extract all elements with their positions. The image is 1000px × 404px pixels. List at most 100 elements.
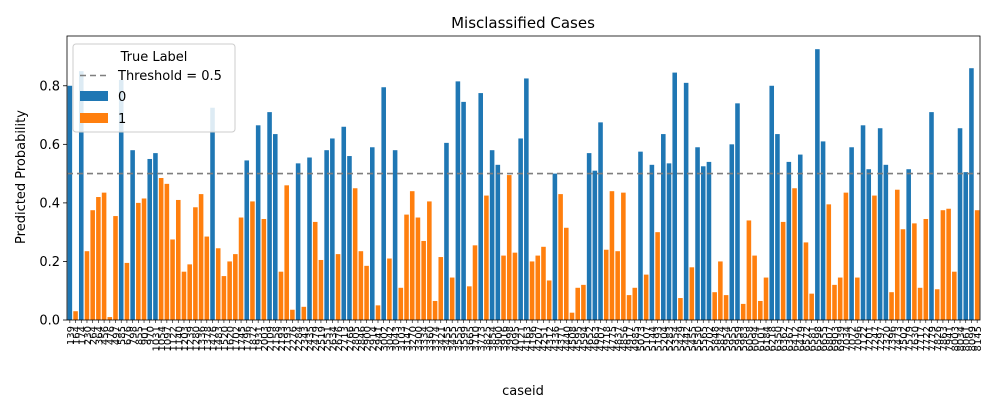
bar — [672, 72, 677, 320]
bar — [866, 169, 872, 320]
bar — [552, 173, 558, 320]
x-tick-label: 4251 — [539, 326, 550, 351]
bar — [729, 144, 735, 320]
x-tick-label: 5955 — [728, 326, 739, 351]
x-tick-label: 4985 — [631, 326, 642, 351]
bar — [107, 317, 113, 320]
y-tick-label: 0.8 — [39, 79, 60, 94]
bar — [381, 87, 386, 321]
bar — [746, 220, 752, 320]
bar — [215, 248, 221, 320]
bar — [193, 207, 198, 320]
bar — [273, 134, 278, 320]
legend-title: True Label — [120, 50, 188, 65]
bar — [934, 289, 940, 320]
x-tick-label: 174 — [77, 326, 88, 345]
x-tick-label: 6807 — [825, 326, 836, 351]
x-tick-label: 6598 — [813, 326, 824, 351]
bar — [364, 265, 369, 320]
x-tick-label: 364 — [94, 326, 105, 345]
x-tick-label: 4718 — [602, 326, 613, 351]
bar — [187, 264, 192, 320]
bar — [341, 126, 347, 320]
bar — [438, 257, 444, 320]
x-tick-label: 6655 — [819, 326, 830, 351]
bar — [244, 160, 250, 320]
x-tick-label: 1140 — [174, 326, 185, 351]
x-tick-label: 2766 — [345, 326, 356, 351]
bar — [467, 286, 472, 320]
bar — [689, 267, 695, 320]
bar — [529, 261, 535, 320]
x-tick-label: 3421 — [437, 326, 448, 351]
legend: True Label Threshold = 0.5 0 1 — [72, 43, 236, 133]
bar — [427, 201, 432, 320]
x-tick-label: 7826 — [933, 326, 944, 351]
x-tick-label: 6094 — [751, 326, 762, 351]
bar — [198, 194, 204, 320]
x-tick-label: 2900 — [363, 326, 374, 351]
bar — [124, 262, 130, 320]
x-tick-label: 676 — [123, 326, 134, 345]
x-tick-label: 1796 — [243, 326, 254, 351]
bar — [860, 125, 866, 320]
x-tick-label: 2713 — [340, 326, 351, 351]
x-tick-label: 8099 — [967, 326, 978, 351]
x-tick-label: 4775 — [608, 326, 619, 351]
bar — [872, 195, 877, 320]
bar — [912, 223, 917, 320]
x-tick-label: 2479 — [311, 326, 322, 351]
bar — [923, 218, 929, 320]
bar — [118, 79, 124, 320]
x-tick-label: 5954 — [722, 326, 733, 351]
x-tick-label: 1520 — [220, 326, 231, 351]
x-tick-label: 3599 — [460, 326, 471, 351]
x-tick-label: 7122 — [859, 326, 870, 351]
bar — [518, 138, 523, 320]
bar — [900, 229, 906, 320]
bar — [718, 261, 723, 320]
bar — [763, 277, 769, 320]
x-tick-label: 5354 — [671, 326, 682, 351]
bar — [780, 221, 786, 320]
bar — [472, 245, 478, 320]
bar — [495, 164, 501, 320]
x-tick-label: 7297 — [876, 326, 887, 351]
bar — [307, 157, 312, 320]
bar — [649, 164, 655, 320]
bar — [917, 287, 923, 320]
bar — [489, 150, 495, 320]
x-tick-label: 7502 — [899, 326, 910, 351]
bars-layer — [67, 49, 980, 321]
x-tick-label: 3042 — [385, 326, 396, 351]
bar — [312, 221, 318, 320]
bar — [113, 216, 118, 320]
x-tick-label: 2109 — [266, 326, 277, 351]
bar — [164, 183, 170, 320]
x-tick-label: 476 — [106, 326, 117, 345]
bar — [415, 217, 421, 320]
bar — [615, 251, 620, 320]
x-tick-label: 4707 — [597, 326, 608, 351]
bar — [421, 240, 426, 320]
bar — [957, 128, 963, 320]
plot-frame — [66, 35, 981, 321]
x-tick-label: 4207 — [534, 326, 545, 351]
x-tick-label: 1476 — [209, 326, 220, 351]
x-tick-label: 1031 — [151, 326, 162, 351]
bar — [370, 147, 375, 320]
x-tick-label: 5983 — [739, 326, 750, 351]
bar — [712, 292, 717, 320]
x-tick-label: 2003 — [260, 326, 271, 351]
x-tick-label: 7630 — [910, 326, 921, 351]
bar — [324, 150, 329, 320]
x-tick-label: 2846 — [357, 326, 368, 351]
x-tick-label: 5530 — [694, 326, 705, 351]
bar — [797, 154, 803, 320]
bar — [141, 198, 147, 320]
x-tick-label: 264 — [89, 326, 100, 345]
x-tick-label: 2676 — [334, 326, 345, 351]
x-tick-label: 3374 — [431, 326, 442, 351]
